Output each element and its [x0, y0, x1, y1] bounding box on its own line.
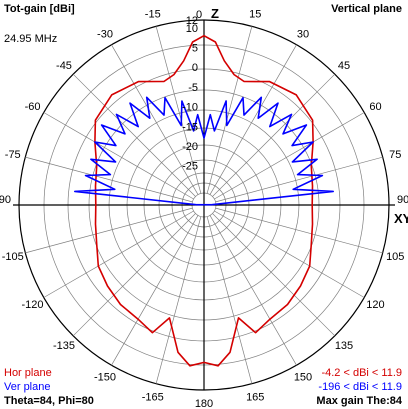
hor-gain-range: -4.2 < dBi < 11.9: [321, 367, 402, 379]
radial-tick-label: -10: [182, 102, 198, 114]
angle-tick-label: 90: [397, 194, 408, 206]
series-ver-plane-line: [74, 96, 334, 206]
grid-spoke: [43, 112, 194, 200]
plane-title: Vertical plane: [331, 3, 402, 15]
legend-ver-plane: Ver plane: [4, 381, 51, 393]
angle-tick-label: 45: [338, 60, 350, 72]
grid-spoke: [212, 73, 336, 197]
radial-tick-label: -25: [182, 161, 198, 173]
angle-tick-label: 0: [196, 9, 202, 21]
max-gain-label: Max gain The:84: [316, 395, 402, 407]
axis-label-z: Z: [211, 6, 219, 21]
grid-spoke: [209, 44, 297, 195]
radial-tick-label: -15: [182, 121, 198, 133]
radial-tick-label: 0: [192, 62, 198, 74]
angle-tick-label: -15: [145, 9, 161, 21]
angle-tick-label: -150: [94, 371, 116, 383]
frequency-label: 24.95 MHz: [4, 33, 58, 45]
radial-tick-label: -5: [188, 82, 198, 94]
grid-spoke: [155, 216, 202, 384]
ver-gain-range: -196 < dBi < 11.9: [318, 381, 402, 393]
grid-spoke: [25, 207, 193, 254]
grid-spoke: [155, 26, 202, 194]
angle-tick-label: 165: [246, 391, 264, 403]
grid-spoke: [212, 213, 336, 337]
theta-phi-label: Theta=84, Phi=80: [4, 395, 94, 407]
grid-spoke: [43, 210, 194, 298]
angle-tick-label: -120: [22, 299, 44, 311]
axis-label-xy: XY: [394, 211, 408, 226]
angle-tick-label: 15: [249, 9, 261, 21]
polar-grid: [13, 19, 395, 391]
radial-tick-label: 12: [186, 15, 198, 27]
angle-tick-label: -60: [25, 101, 41, 113]
angle-tick-label: 180: [195, 398, 213, 409]
chart-title: Tot-gain [dBi]: [4, 3, 75, 15]
angle-tick-label: 150: [294, 371, 312, 383]
radial-tick-label: 10: [186, 23, 198, 35]
angle-tick-label: 75: [389, 149, 401, 161]
angle-tick-label: 120: [366, 299, 384, 311]
label-layer: -15 0 153045607590105120135150165180-165-1…: [0, 6, 408, 409]
angle-tick-label: -165: [142, 391, 164, 403]
angle-tick-label: -90: [0, 194, 11, 206]
angle-tick-label: -45: [56, 60, 72, 72]
grid-spoke: [111, 44, 199, 195]
angle-tick-label: -75: [5, 149, 21, 161]
angle-tick-label: -105: [2, 251, 24, 263]
grid-spoke: [214, 112, 365, 200]
radial-tick-label: -20: [182, 141, 198, 153]
grid-spoke: [206, 26, 253, 194]
grid-spoke: [215, 207, 383, 254]
angle-tick-label: 135: [335, 340, 353, 352]
grid-spoke: [72, 73, 196, 197]
radial-tick-label: 5: [192, 43, 198, 55]
grid-spoke: [214, 210, 365, 298]
angle-tick-label: -135: [53, 340, 75, 352]
angle-tick-label: 60: [369, 101, 381, 113]
series-hor-plane-line: [94, 34, 314, 367]
grid-spoke: [215, 156, 383, 203]
grid-spoke: [111, 215, 199, 366]
angle-tick-label: -30: [97, 29, 113, 41]
legend-hor-plane: Hor plane: [4, 367, 52, 379]
grid-spoke: [25, 156, 193, 203]
series-layer: [74, 34, 334, 367]
angle-tick-label: 30: [297, 29, 309, 41]
grid-spoke: [206, 216, 253, 384]
grid-spoke: [72, 213, 196, 337]
angle-tick-label: 105: [386, 251, 404, 263]
grid-spoke: [209, 215, 297, 366]
